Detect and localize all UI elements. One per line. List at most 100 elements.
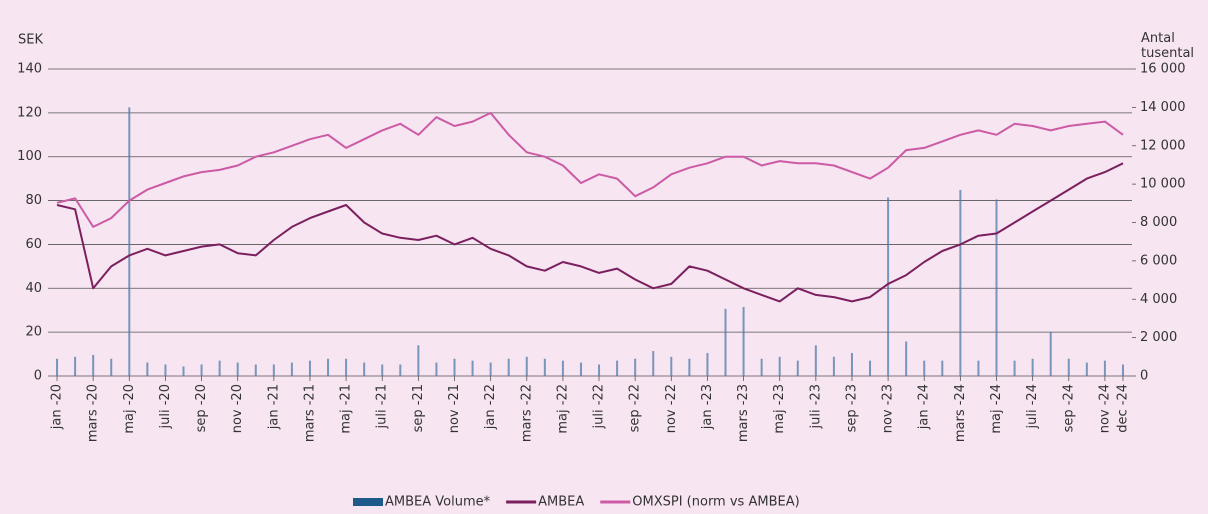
y2-tick-label: 6 000 bbox=[1140, 253, 1177, 268]
volume-bar bbox=[959, 189, 962, 376]
y-tick-label: 120 bbox=[17, 105, 42, 120]
x-tick-label: juli -24 bbox=[1025, 384, 1040, 429]
volume-bar bbox=[236, 362, 239, 376]
volume-bar bbox=[850, 352, 853, 376]
y-tick-label: 0 bbox=[34, 369, 42, 384]
x-tick-label: nov -22 bbox=[664, 384, 679, 433]
y-tick-label: 80 bbox=[25, 193, 42, 208]
volume-bar bbox=[182, 366, 185, 376]
volume-bar bbox=[489, 362, 492, 376]
volume-bar bbox=[634, 358, 637, 376]
legend-swatch bbox=[353, 498, 383, 506]
volume-bar bbox=[887, 197, 890, 376]
volume-bar bbox=[110, 358, 113, 376]
volume-bar bbox=[308, 360, 311, 376]
volume-bar bbox=[417, 345, 420, 376]
x-tick-label: nov -23 bbox=[881, 384, 896, 433]
x-tick-label: jan -21 bbox=[266, 384, 281, 430]
x-tick-label: maj -21 bbox=[339, 384, 354, 434]
volume-bar bbox=[814, 345, 817, 376]
volume-bar bbox=[724, 308, 727, 376]
volume-bar bbox=[1013, 360, 1016, 376]
y-tick-label: 60 bbox=[25, 237, 42, 252]
volume-bar bbox=[1031, 358, 1034, 376]
volume-bar bbox=[1067, 358, 1070, 376]
legend-label: AMBEA Volume* bbox=[385, 495, 491, 510]
x-tick-label: jan -22 bbox=[483, 384, 498, 430]
y2-tick-label: 16 000 bbox=[1140, 62, 1186, 77]
x-tick-label: sep -24 bbox=[1061, 384, 1076, 432]
volume-bar bbox=[56, 358, 59, 376]
volume-bar bbox=[399, 364, 402, 376]
x-tick-label: mars -22 bbox=[519, 384, 534, 442]
line-series bbox=[56, 162, 1124, 303]
x-tick-label: juli -21 bbox=[375, 384, 390, 429]
y2-tick-label: 8 000 bbox=[1140, 215, 1177, 230]
x-tick-label: mars -21 bbox=[302, 384, 317, 442]
y2-tick-label: 0 bbox=[1140, 369, 1148, 384]
legend-label: AMBEA bbox=[538, 495, 584, 510]
line-series bbox=[56, 111, 1124, 228]
volume-bar bbox=[164, 364, 167, 376]
x-tick-label: mars -23 bbox=[736, 384, 751, 442]
x-tick-label: jan -23 bbox=[700, 384, 715, 430]
volume-bar bbox=[869, 360, 872, 376]
x-tick-label: sep -23 bbox=[844, 384, 859, 432]
x-tick-label: sep -21 bbox=[411, 384, 426, 432]
volume-bar bbox=[254, 364, 257, 376]
volume-bar bbox=[977, 360, 980, 376]
x-tick-label: sep -20 bbox=[194, 384, 209, 432]
x-tick-label: maj -22 bbox=[555, 384, 570, 434]
volume-bar bbox=[742, 306, 745, 376]
volume-bar bbox=[435, 362, 438, 376]
volume-bar bbox=[92, 354, 95, 376]
x-tick-label: nov -24 bbox=[1097, 384, 1112, 433]
volume-bar bbox=[1085, 362, 1088, 376]
volume-bar bbox=[200, 364, 203, 376]
volume-bar bbox=[272, 364, 275, 376]
volume-bar bbox=[905, 341, 908, 376]
y2-tick-label: 4 000 bbox=[1140, 292, 1177, 307]
volume-bar bbox=[832, 356, 835, 376]
volume-bar bbox=[453, 358, 456, 376]
x-tick-label: nov -20 bbox=[230, 384, 245, 433]
volume-bar bbox=[760, 358, 763, 376]
legend-label: OMXSPI (norm vs AMBEA) bbox=[632, 495, 799, 510]
x-tick-label: maj -23 bbox=[772, 384, 787, 434]
volume-bar bbox=[381, 364, 384, 376]
volume-bar bbox=[1121, 364, 1124, 376]
volume-bar bbox=[796, 360, 799, 376]
volume-bar bbox=[670, 356, 673, 376]
volume-bar bbox=[290, 362, 293, 376]
volume-bar bbox=[471, 360, 474, 376]
volume-bar bbox=[218, 360, 221, 376]
x-tick-label: juli -23 bbox=[808, 384, 823, 429]
volume-bar bbox=[1049, 331, 1052, 376]
x-tick-label: maj -24 bbox=[989, 384, 1004, 434]
volume-bar bbox=[923, 360, 926, 376]
volume-bar bbox=[579, 362, 582, 376]
y-tick-label: 20 bbox=[25, 325, 42, 340]
volume-bar bbox=[543, 358, 546, 376]
volume-bar bbox=[778, 356, 781, 376]
x-tick-label: maj -20 bbox=[122, 384, 137, 434]
volume-bar bbox=[1103, 360, 1106, 376]
x-tick-label: juli -20 bbox=[158, 384, 173, 429]
y-tick-label: 140 bbox=[17, 62, 42, 77]
x-tick-label: mars -24 bbox=[953, 384, 968, 442]
y-axis-label: SEK bbox=[18, 33, 43, 48]
x-tick-label: sep -22 bbox=[628, 384, 643, 432]
volume-bar bbox=[688, 358, 691, 376]
y2-tick-label: 10 000 bbox=[1140, 177, 1186, 192]
volume-bar bbox=[616, 360, 619, 376]
volume-bar bbox=[507, 358, 510, 376]
x-tick-label: mars -20 bbox=[86, 384, 101, 442]
volume-bar bbox=[941, 360, 944, 376]
volume-bar bbox=[128, 107, 131, 376]
x-tick-label: jan -24 bbox=[917, 384, 932, 430]
y2-tick-label: 2 000 bbox=[1140, 330, 1177, 345]
volume-bar bbox=[706, 352, 709, 376]
volume-bar bbox=[995, 199, 998, 376]
